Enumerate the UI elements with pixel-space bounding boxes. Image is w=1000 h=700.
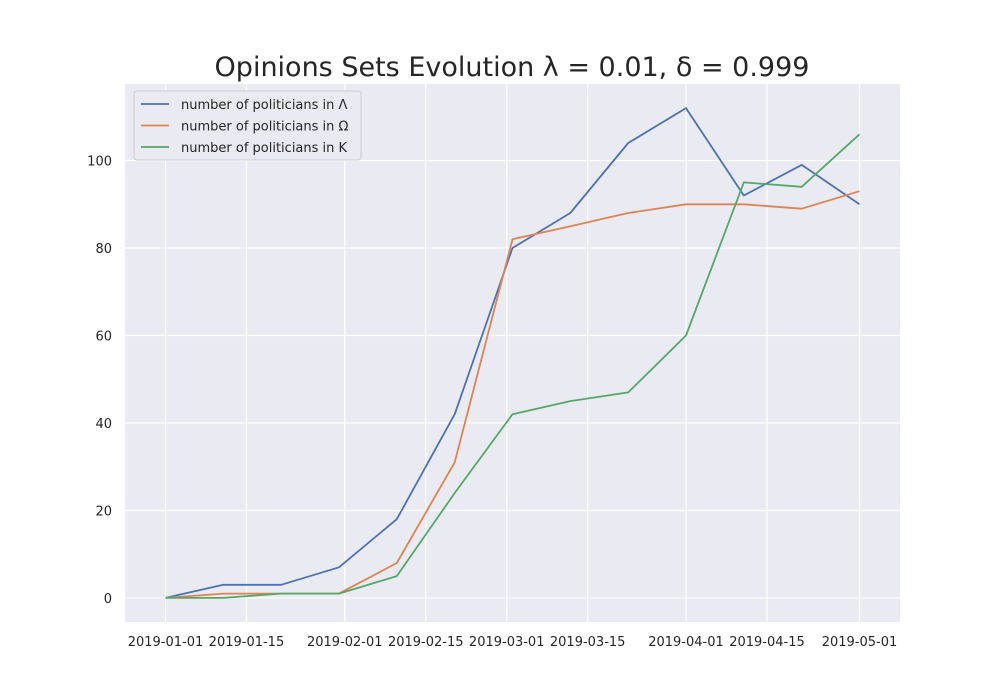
legend-label: number of politicians in Ω bbox=[181, 120, 349, 135]
plot-area bbox=[125, 84, 900, 622]
x-tick-label: 2019-03-15 bbox=[550, 635, 626, 650]
x-axis: 2019-01-01 2019-01-15 2019-02-01 2019-02-15… bbox=[128, 635, 898, 650]
legend-box bbox=[133, 90, 362, 161]
y-tick-label: 80 bbox=[95, 242, 112, 257]
y-tick-label: 60 bbox=[95, 330, 112, 345]
y-tick-label: 20 bbox=[95, 504, 112, 519]
y-axis: 0 20 40 60 80 100 bbox=[87, 155, 112, 607]
series-lines bbox=[165, 107, 861, 599]
y-tick-label: 100 bbox=[87, 155, 112, 170]
x-tick-label: 2019-04-15 bbox=[729, 635, 805, 650]
series-line-0 bbox=[165, 107, 861, 599]
legend: number of politicians in Λ number of poli… bbox=[133, 90, 362, 161]
x-tick-label: 2019-04-01 bbox=[648, 635, 724, 650]
series-line-2 bbox=[165, 133, 861, 599]
x-tick-label: 2019-01-15 bbox=[209, 635, 285, 650]
y-tick-label: 0 bbox=[104, 592, 112, 607]
chart-title: Opinions Sets Evolution λ = 0.01, δ = 0.… bbox=[215, 52, 810, 83]
legend-label: number of politicians in K bbox=[181, 141, 348, 156]
x-tick-label: 2019-01-01 bbox=[128, 635, 204, 650]
y-tick-label: 40 bbox=[95, 417, 112, 432]
x-tick-label: 2019-03-01 bbox=[469, 635, 545, 650]
x-tick-label: 2019-02-15 bbox=[388, 635, 464, 650]
legend-label: number of politicians in Λ bbox=[181, 98, 348, 113]
x-tick-label: 2019-05-01 bbox=[822, 635, 898, 650]
x-tick-label: 2019-02-01 bbox=[307, 635, 383, 650]
